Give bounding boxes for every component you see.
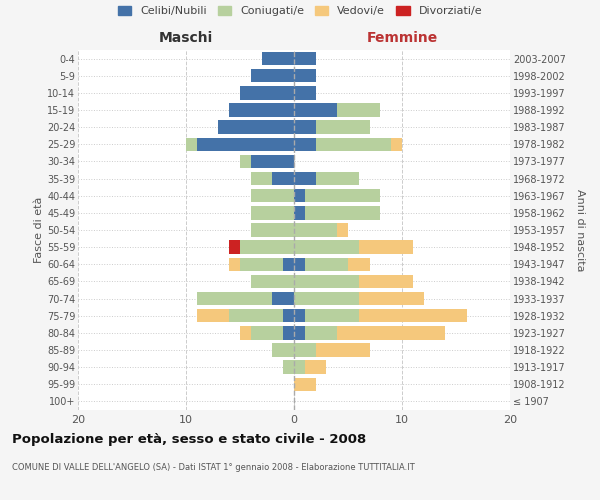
Bar [251,189,294,202]
Bar [294,172,316,186]
Bar [294,224,337,236]
Bar [294,206,305,220]
Bar [294,360,305,374]
Bar [359,274,413,288]
Y-axis label: Anni di nascita: Anni di nascita [575,188,585,271]
Bar [294,52,316,66]
Bar [305,206,380,220]
Bar [305,360,326,374]
Bar [186,138,197,151]
Bar [294,69,316,82]
Text: Femmine: Femmine [367,31,437,45]
Y-axis label: Fasce di età: Fasce di età [34,197,44,263]
Bar [294,189,305,202]
Bar [272,344,294,356]
Bar [337,326,445,340]
Bar [240,258,283,271]
Bar [337,104,380,117]
Bar [197,138,294,151]
Bar [283,309,294,322]
Bar [316,138,391,151]
Bar [294,274,359,288]
Bar [294,378,316,391]
Bar [251,154,294,168]
Bar [305,258,348,271]
Bar [251,274,294,288]
Bar [218,120,294,134]
Bar [229,104,294,117]
Bar [294,138,316,151]
Bar [294,240,359,254]
Bar [359,309,467,322]
Bar [294,258,305,271]
Bar [359,240,413,254]
Bar [251,224,294,236]
Bar [294,309,305,322]
Bar [251,172,272,186]
Bar [359,292,424,306]
Bar [316,344,370,356]
Bar [240,86,294,100]
Bar [262,52,294,66]
Text: COMUNE DI VALLE DELL'ANGELO (SA) - Dati ISTAT 1° gennaio 2008 - Elaborazione TUT: COMUNE DI VALLE DELL'ANGELO (SA) - Dati … [12,462,415,471]
Bar [283,360,294,374]
Bar [240,326,251,340]
Bar [229,240,240,254]
Legend: Celibi/Nubili, Coniugati/e, Vedovi/e, Divorziati/e: Celibi/Nubili, Coniugati/e, Vedovi/e, Di… [118,6,482,16]
Bar [294,86,316,100]
Bar [294,120,316,134]
Bar [251,326,283,340]
Bar [337,224,348,236]
Bar [305,326,337,340]
Bar [272,292,294,306]
Bar [240,240,294,254]
Bar [294,292,359,306]
Bar [348,258,370,271]
Bar [316,172,359,186]
Bar [229,309,283,322]
Bar [391,138,402,151]
Bar [305,309,359,322]
Bar [251,69,294,82]
Bar [197,309,229,322]
Bar [283,326,294,340]
Bar [197,292,272,306]
Bar [240,154,251,168]
Text: Maschi: Maschi [159,31,213,45]
Bar [283,258,294,271]
Bar [251,206,294,220]
Bar [229,258,240,271]
Bar [272,172,294,186]
Text: Popolazione per età, sesso e stato civile - 2008: Popolazione per età, sesso e stato civil… [12,432,366,446]
Bar [294,104,337,117]
Bar [294,326,305,340]
Bar [305,189,380,202]
Bar [316,120,370,134]
Bar [294,344,316,356]
